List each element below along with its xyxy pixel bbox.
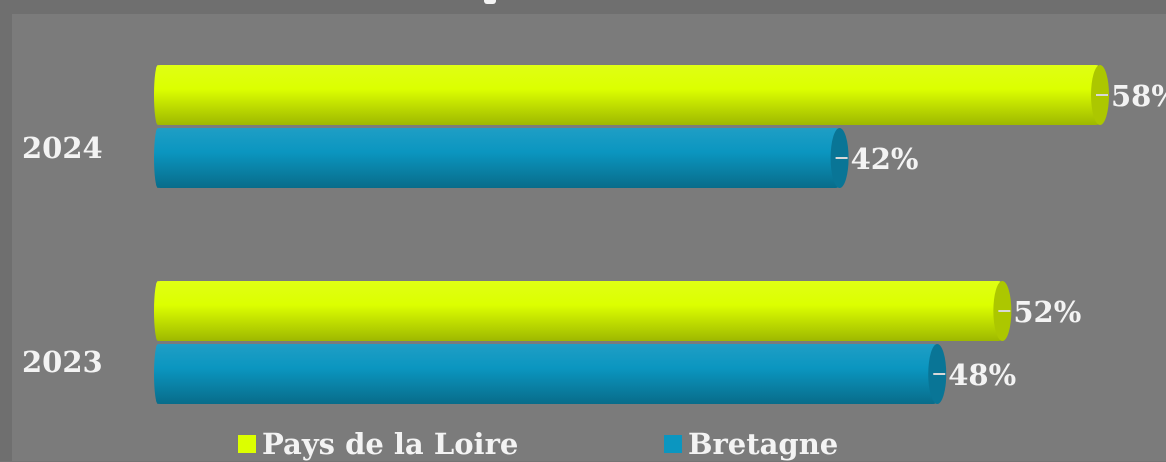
bars-layer <box>154 65 1109 404</box>
bar-pays-de-la-loire-2023 <box>154 281 1012 341</box>
bar-body-bretagne-2023 <box>156 344 938 404</box>
bar-body-pays-de-la-loire-2024 <box>156 65 1100 125</box>
legend-item-bretagne: Bretagne <box>664 426 838 462</box>
legend-label-bretagne: Bretagne <box>688 427 839 461</box>
bar-body-bretagne-2024 <box>156 128 840 188</box>
value-label-pays-de-la-loire-2024: 58% <box>1111 79 1166 113</box>
legend-item-pays-de-la-loire: Pays de la Loire <box>238 426 518 462</box>
bar-body-pays-de-la-loire-2023 <box>156 281 1003 341</box>
labels-layer: 2024 58% 42% 2023 52% 48% <box>22 79 1166 392</box>
legend: Pays de la Loire Bretagne <box>0 424 1166 461</box>
value-label-bretagne-2023: 48% <box>948 358 1016 392</box>
bar-bretagne-2024 <box>154 128 849 188</box>
bar-bretagne-2023 <box>154 344 947 404</box>
bar-start-cap-pays-de-la-loire-2024 <box>154 65 162 125</box>
bar-pays-de-la-loire-2024 <box>154 65 1109 125</box>
bar-start-cap-bretagne-2024 <box>154 128 162 188</box>
value-label-pays-de-la-loire-2023: 52% <box>1013 295 1081 329</box>
legend-swatch-bretagne <box>664 435 682 453</box>
bar-start-cap-bretagne-2023 <box>154 344 162 404</box>
value-label-bretagne-2024: 42% <box>851 142 919 176</box>
bar-start-cap-pays-de-la-loire-2023 <box>154 281 162 341</box>
legend-label-pays-de-la-loire: Pays de la Loire <box>262 427 519 461</box>
category-label-2024: 2024 <box>22 131 103 165</box>
title-fragment <box>478 0 504 8</box>
category-label-2023: 2023 <box>22 345 103 379</box>
legend-swatch-pays-de-la-loire <box>238 435 256 453</box>
